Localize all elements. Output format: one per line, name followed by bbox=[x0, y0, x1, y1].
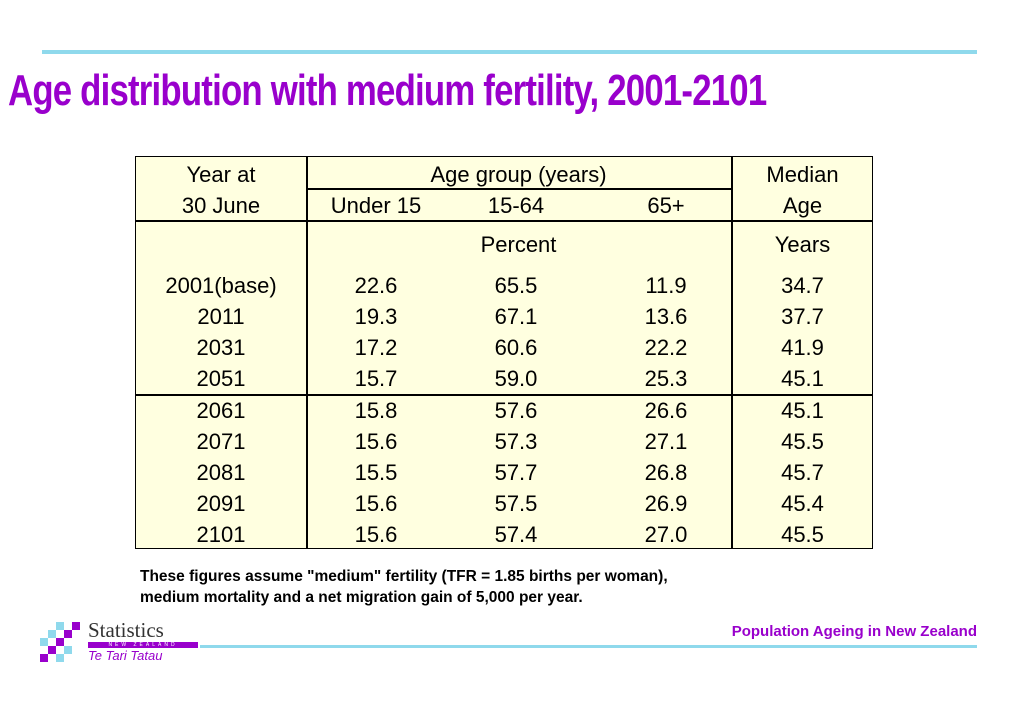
cell-under15: 15.5 bbox=[354, 460, 398, 485]
page-title: Age distribution with medium fertility, … bbox=[8, 66, 767, 115]
table-divider bbox=[731, 157, 733, 548]
cell-15-64: 57.3 bbox=[494, 429, 538, 454]
cell-year: 2071 bbox=[196, 429, 246, 454]
cell-under15: 15.6 bbox=[354, 491, 398, 516]
table-row: 2011 19.3 67.1 13.6 37.7 bbox=[136, 301, 872, 332]
assumptions-note: These figures assume "medium" fertility … bbox=[140, 566, 860, 608]
cell-year: 2061 bbox=[196, 398, 246, 423]
cell-median: 41.9 bbox=[781, 335, 824, 360]
header-median-line1: Median bbox=[766, 162, 839, 187]
cell-15-64: 57.5 bbox=[494, 491, 538, 516]
header-under15: Under 15 bbox=[330, 193, 422, 218]
cell-65plus: 27.1 bbox=[644, 429, 688, 454]
cell-year: 2081 bbox=[196, 460, 246, 485]
table-row: 2081 15.5 57.7 26.8 45.7 bbox=[136, 457, 872, 488]
logo-maori-name: Te Tari Tatau bbox=[88, 648, 163, 663]
cell-65plus: 13.6 bbox=[644, 304, 688, 329]
cell-median: 34.7 bbox=[781, 273, 824, 298]
cell-year: 2031 bbox=[196, 335, 246, 360]
cell-65plus: 26.6 bbox=[644, 398, 688, 423]
table-divider bbox=[136, 394, 872, 396]
footer-divider bbox=[200, 645, 977, 648]
table-row: 2031 17.2 60.6 22.2 41.9 bbox=[136, 332, 872, 363]
header-15-64: 15-64 bbox=[487, 193, 545, 218]
table-row: 2051 15.7 59.0 25.3 45.1 bbox=[136, 363, 872, 394]
cell-median: 45.1 bbox=[781, 398, 824, 423]
unit-years: Years bbox=[774, 232, 831, 257]
cell-under15: 22.6 bbox=[354, 273, 398, 298]
header-year-line2: 30 June bbox=[181, 193, 261, 218]
table-row: 2091 15.6 57.5 26.9 45.4 bbox=[136, 488, 872, 519]
cell-median: 45.5 bbox=[781, 522, 824, 547]
note-line-2: medium mortality and a net migration gai… bbox=[140, 589, 583, 606]
cell-median: 37.7 bbox=[781, 304, 824, 329]
cell-15-64: 65.5 bbox=[494, 273, 538, 298]
cell-65plus: 11.9 bbox=[645, 273, 687, 298]
table-divider bbox=[136, 220, 872, 222]
cell-year: 2051 bbox=[196, 366, 246, 391]
note-line-1: These figures assume "medium" fertility … bbox=[140, 568, 668, 585]
logo-name: Statistics bbox=[88, 618, 164, 642]
table-row: 2001(base) 22.6 65.5 11.9 34.7 bbox=[136, 270, 872, 301]
header-65plus: 65+ bbox=[647, 193, 685, 218]
cell-under15: 15.6 bbox=[354, 522, 398, 547]
cell-65plus: 27.0 bbox=[644, 522, 688, 547]
table-divider bbox=[306, 188, 731, 190]
cell-under15: 15.8 bbox=[354, 398, 398, 423]
cell-year: 2011 bbox=[197, 304, 245, 329]
cell-under15: 17.2 bbox=[354, 335, 398, 360]
cell-median: 45.7 bbox=[781, 460, 824, 485]
statistics-nz-logo: Statistics NEW ZEALAND Te Tari Tatau bbox=[38, 618, 203, 666]
top-divider bbox=[42, 50, 977, 54]
cell-year: 2091 bbox=[196, 491, 246, 516]
logo-mark-icon bbox=[40, 622, 80, 662]
cell-65plus: 26.8 bbox=[644, 460, 688, 485]
unit-percent: Percent bbox=[480, 232, 557, 257]
cell-under15: 19.3 bbox=[354, 304, 398, 329]
age-distribution-table: Year at 30 June Age group (years) Under … bbox=[135, 156, 873, 549]
logo-country: NEW ZEALAND bbox=[108, 642, 178, 648]
cell-65plus: 22.2 bbox=[644, 335, 688, 360]
cell-15-64: 60.6 bbox=[494, 335, 538, 360]
cell-15-64: 59.0 bbox=[494, 366, 538, 391]
cell-median: 45.4 bbox=[781, 491, 824, 516]
table-row: 2061 15.8 57.6 26.6 45.1 bbox=[136, 395, 872, 426]
cell-year: 2001(base) bbox=[165, 273, 277, 298]
header-age-group: Age group (years) bbox=[430, 162, 607, 187]
header-median-line2: Age bbox=[782, 193, 823, 218]
cell-15-64: 57.6 bbox=[494, 398, 538, 423]
table-divider bbox=[306, 157, 308, 548]
cell-65plus: 26.9 bbox=[644, 491, 688, 516]
cell-15-64: 57.4 bbox=[494, 522, 538, 547]
footer-caption: Population Ageing in New Zealand bbox=[731, 623, 977, 640]
logo-country-bar: NEW ZEALAND bbox=[88, 642, 198, 648]
cell-median: 45.1 bbox=[781, 366, 824, 391]
cell-year: 2101 bbox=[196, 522, 246, 547]
cell-under15: 15.7 bbox=[354, 366, 398, 391]
cell-median: 45.5 bbox=[781, 429, 824, 454]
table-row: 2101 15.6 57.4 27.0 45.5 bbox=[136, 519, 872, 550]
header-year-line1: Year at bbox=[186, 162, 256, 187]
cell-under15: 15.6 bbox=[354, 429, 398, 454]
cell-65plus: 25.3 bbox=[644, 366, 688, 391]
table-row: 2071 15.6 57.3 27.1 45.5 bbox=[136, 426, 872, 457]
cell-15-64: 57.7 bbox=[494, 460, 538, 485]
cell-15-64: 67.1 bbox=[494, 304, 538, 329]
